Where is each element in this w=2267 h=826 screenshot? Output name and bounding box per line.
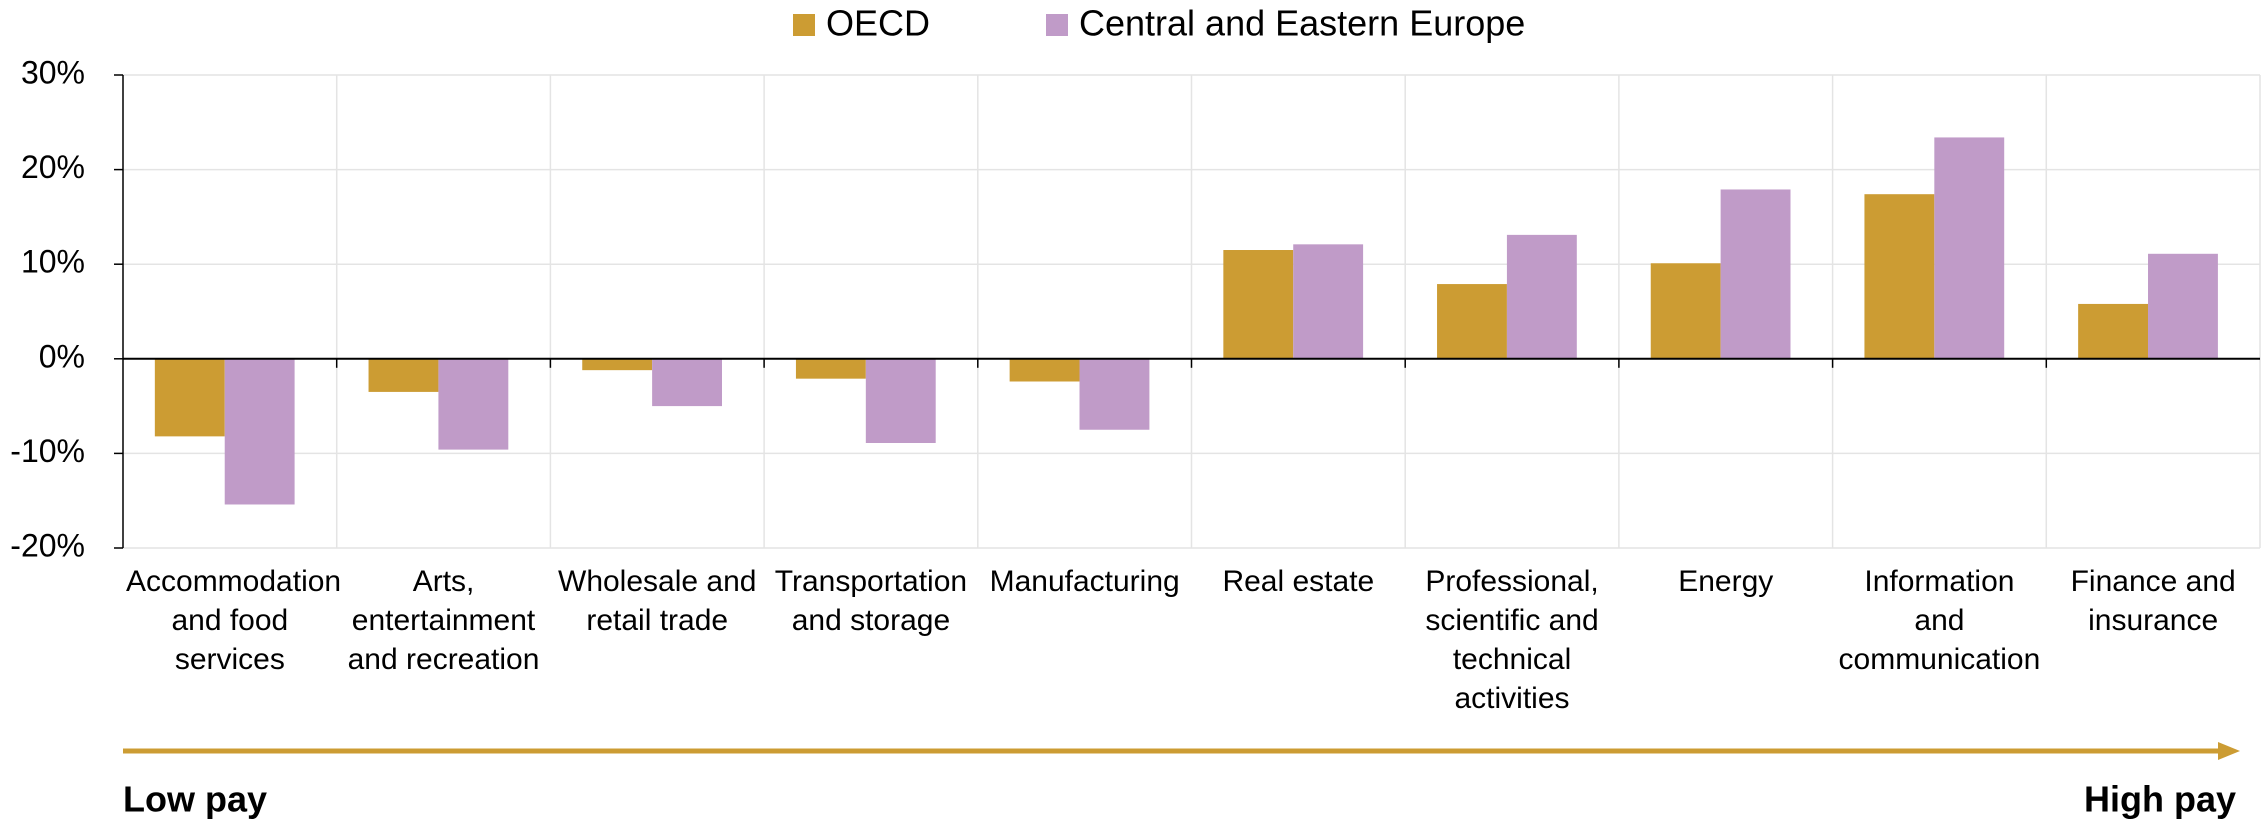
bar bbox=[582, 358, 653, 371]
x-tick-label: Finance and insurance bbox=[2070, 565, 2236, 637]
bar bbox=[1506, 234, 1577, 359]
bar bbox=[1009, 358, 1080, 382]
bar bbox=[652, 358, 723, 407]
x-tick-label: Accommodation and food services bbox=[126, 565, 342, 676]
y-tick-label: -20% bbox=[10, 527, 85, 563]
annotation: High pay bbox=[2084, 779, 2236, 820]
bar bbox=[2148, 253, 2218, 359]
arrow-head bbox=[2218, 742, 2240, 760]
bar bbox=[795, 358, 866, 379]
bar bbox=[1437, 284, 1507, 359]
x-tick-label: Information and communication bbox=[1838, 565, 2041, 676]
y-tick-label: 10% bbox=[21, 244, 85, 280]
legend-swatch bbox=[793, 14, 815, 36]
x-tick-label: Wholesale and retail trade bbox=[558, 565, 757, 637]
bar bbox=[865, 358, 936, 443]
bar bbox=[1934, 137, 2005, 359]
bar bbox=[1079, 358, 1150, 430]
bar bbox=[1650, 263, 1721, 359]
legend-label: Central and Eastern Europe bbox=[1079, 3, 1525, 44]
bar bbox=[2078, 303, 2149, 359]
bar bbox=[438, 358, 509, 450]
x-tick-label: Transportation and storage bbox=[774, 565, 968, 637]
bar bbox=[1720, 189, 1791, 359]
x-tick-label: Professional, scientific and technical a… bbox=[1425, 565, 1599, 715]
legend-swatch bbox=[1046, 14, 1068, 36]
x-tick-label: Manufacturing bbox=[989, 565, 1180, 598]
x-tick-label: Arts, entertainment and recreation bbox=[347, 565, 540, 676]
bar bbox=[1864, 194, 1935, 359]
y-tick-label: 0% bbox=[39, 338, 85, 374]
legend-label: OECD bbox=[826, 3, 930, 44]
y-tick-label: -10% bbox=[10, 433, 85, 469]
bar bbox=[1293, 244, 1364, 359]
bar bbox=[154, 358, 225, 437]
bar bbox=[368, 358, 439, 392]
y-tick-label: 30% bbox=[21, 54, 85, 90]
bar bbox=[1223, 250, 1294, 359]
x-tick-label: Energy bbox=[1678, 565, 1774, 598]
annotation: Low pay bbox=[123, 779, 267, 820]
bar bbox=[224, 358, 295, 505]
x-tick-label: Real estate bbox=[1222, 565, 1375, 598]
y-tick-label: 20% bbox=[21, 149, 85, 185]
